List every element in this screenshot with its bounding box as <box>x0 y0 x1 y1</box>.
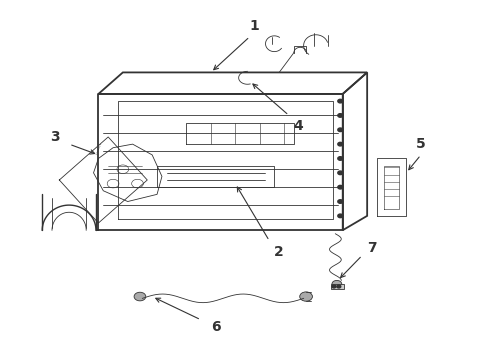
Circle shape <box>338 214 343 218</box>
Circle shape <box>338 114 343 117</box>
Text: 2: 2 <box>274 245 284 259</box>
Circle shape <box>338 200 343 203</box>
Circle shape <box>300 292 313 301</box>
Text: 5: 5 <box>416 137 426 151</box>
Circle shape <box>338 142 343 146</box>
Text: 6: 6 <box>211 320 220 334</box>
Text: 1: 1 <box>250 19 260 33</box>
Text: 4: 4 <box>294 119 304 133</box>
Text: 3: 3 <box>49 130 59 144</box>
Circle shape <box>338 99 343 103</box>
Circle shape <box>337 285 341 288</box>
Circle shape <box>134 292 146 301</box>
Circle shape <box>338 157 343 160</box>
Circle shape <box>332 285 336 288</box>
Circle shape <box>338 128 343 132</box>
Circle shape <box>338 171 343 175</box>
FancyBboxPatch shape <box>331 284 344 289</box>
Circle shape <box>338 185 343 189</box>
Text: 7: 7 <box>367 241 377 255</box>
Circle shape <box>332 280 342 288</box>
